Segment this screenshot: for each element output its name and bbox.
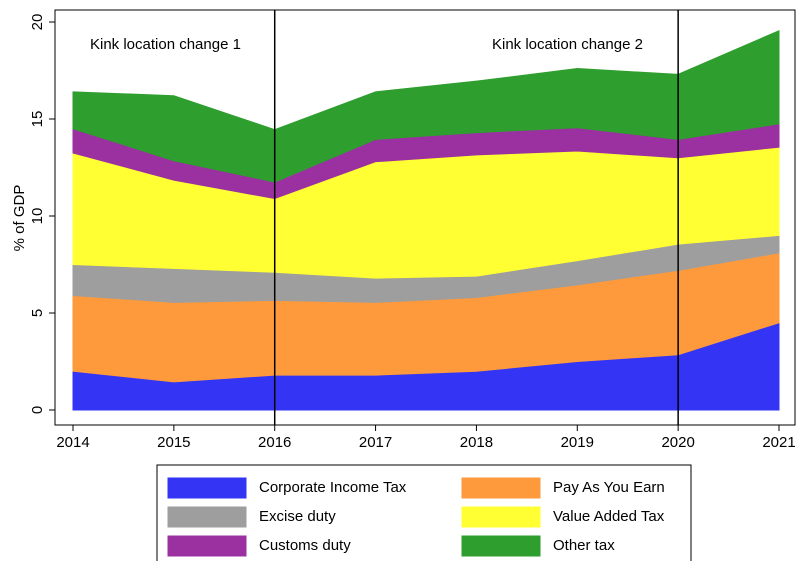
annotation: Kink location change 1 bbox=[90, 36, 241, 53]
y-tick-label: 5 bbox=[29, 309, 46, 317]
y-tick-label: 15 bbox=[29, 111, 46, 128]
x-tick-label: 2017 bbox=[359, 434, 392, 451]
legend-swatch bbox=[461, 535, 541, 557]
plot-frame bbox=[54, 9, 796, 426]
y-tick-label: 10 bbox=[29, 208, 46, 225]
legend-swatch bbox=[167, 535, 247, 557]
legend-label: Excise duty bbox=[259, 508, 336, 525]
y-tick-label: 0 bbox=[29, 406, 46, 414]
y-tick-label: 20 bbox=[29, 14, 46, 31]
legend-swatch bbox=[461, 506, 541, 528]
area bbox=[72, 29, 780, 183]
x-tick-label: 2020 bbox=[661, 434, 694, 451]
annotation: Kink location change 2 bbox=[492, 36, 643, 53]
legend-label: Pay As You Earn bbox=[553, 479, 665, 496]
x-tick-label: 2019 bbox=[561, 434, 594, 451]
x-tick-label: 2021 bbox=[762, 434, 795, 451]
x-tick-label: 2016 bbox=[258, 434, 291, 451]
legend-swatch bbox=[461, 477, 541, 499]
x-tick-label: 2014 bbox=[56, 434, 89, 451]
legend-label: Other tax bbox=[553, 537, 615, 554]
x-tick-label: 2015 bbox=[157, 434, 190, 451]
legend-swatch bbox=[167, 506, 247, 528]
x-tick-label: 2018 bbox=[460, 434, 493, 451]
legend-swatch bbox=[167, 477, 247, 499]
legend-label: Corporate Income Tax bbox=[259, 479, 407, 496]
legend-label: Customs duty bbox=[259, 537, 351, 554]
legend-label: Value Added Tax bbox=[553, 508, 665, 525]
y-axis-label: % of GDP bbox=[11, 185, 28, 252]
